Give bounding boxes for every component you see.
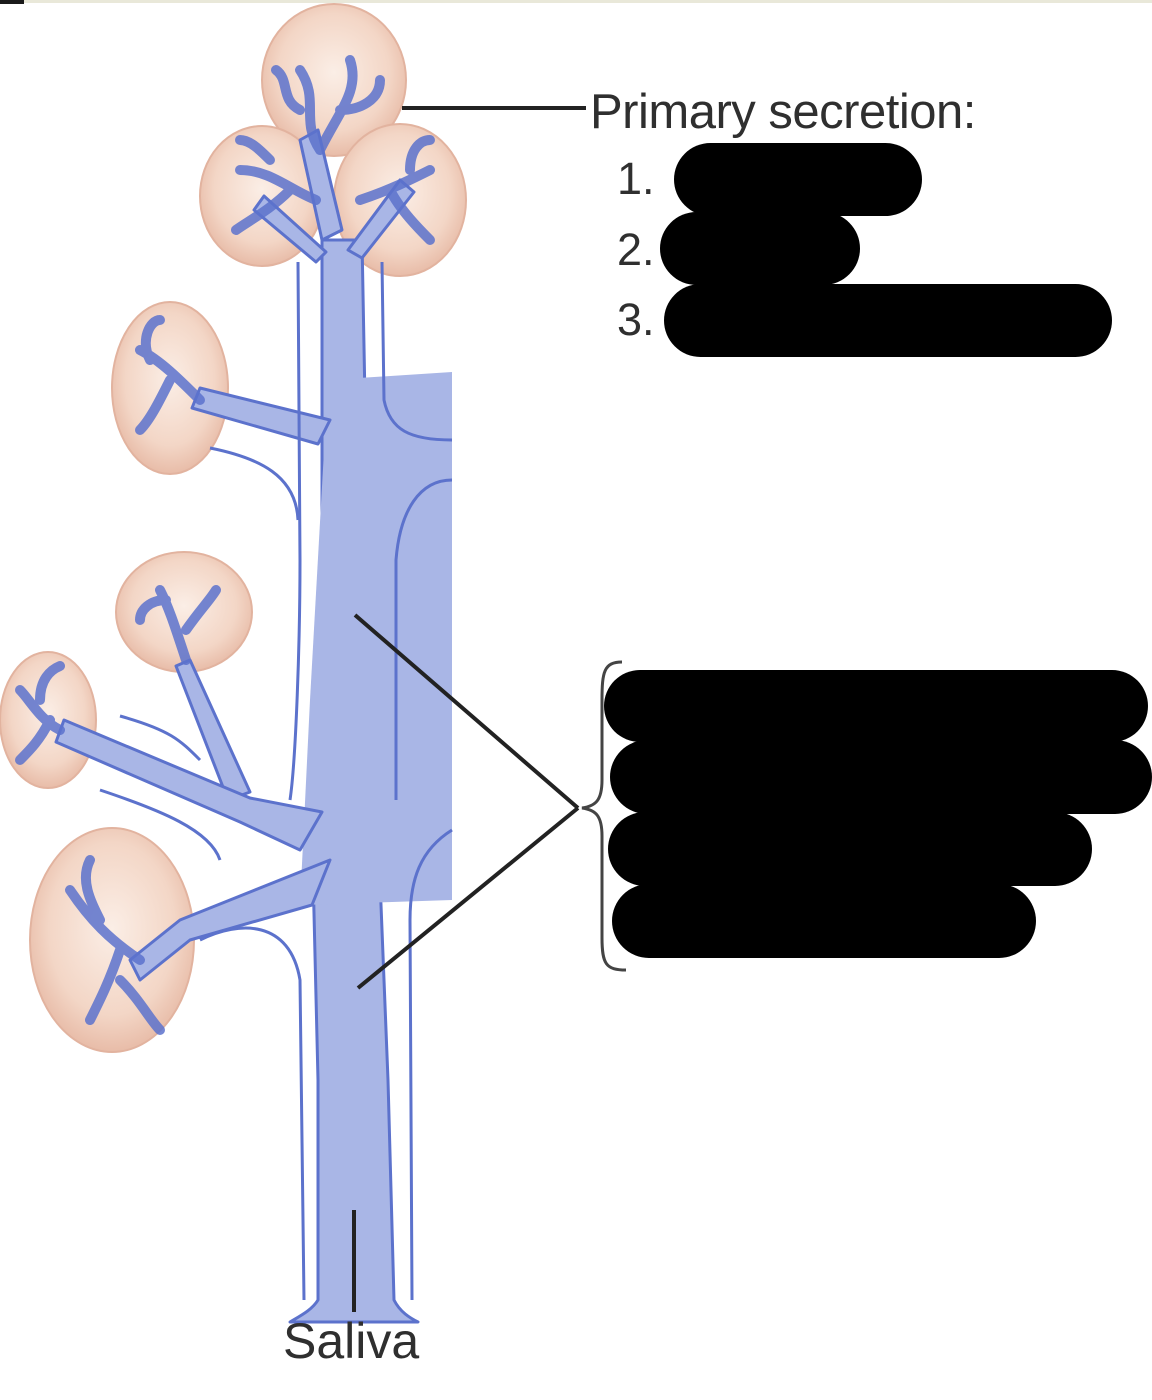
redaction-duct-3 (608, 812, 1092, 886)
duct-leader-lower (356, 806, 580, 990)
primary-secretion-label: Primary secretion: (590, 85, 976, 139)
top-edge-mark (0, 0, 24, 4)
saliva-label: Saliva (283, 1313, 420, 1369)
duct-leader-upper (353, 613, 580, 810)
duct-walls (99, 261, 453, 1301)
redaction-item-1 (674, 143, 922, 216)
leader-lines (352, 106, 586, 1312)
item-number-1: 1. (617, 153, 655, 204)
redaction-duct-1 (604, 670, 1148, 742)
acinus-top (261, 3, 407, 157)
branch-left (54, 718, 324, 852)
branch-lower-left (128, 858, 332, 982)
intralobular-duct (300, 372, 452, 905)
redaction-item-3 (664, 284, 1112, 357)
curly-brace (581, 660, 627, 972)
redaction-duct-4 (612, 884, 1036, 958)
redaction-duct-2 (610, 740, 1152, 814)
branch-top (298, 128, 344, 242)
duct-system (54, 128, 452, 1324)
redaction-item-2 (660, 212, 860, 285)
acinar-lumens (15, 55, 435, 1035)
branch-top-left (252, 194, 328, 264)
item-number-2: 2. (617, 224, 655, 275)
branch-upper-left (190, 386, 332, 446)
item-number-3: 3. (617, 294, 655, 345)
top-edge-strip (0, 0, 1152, 3)
